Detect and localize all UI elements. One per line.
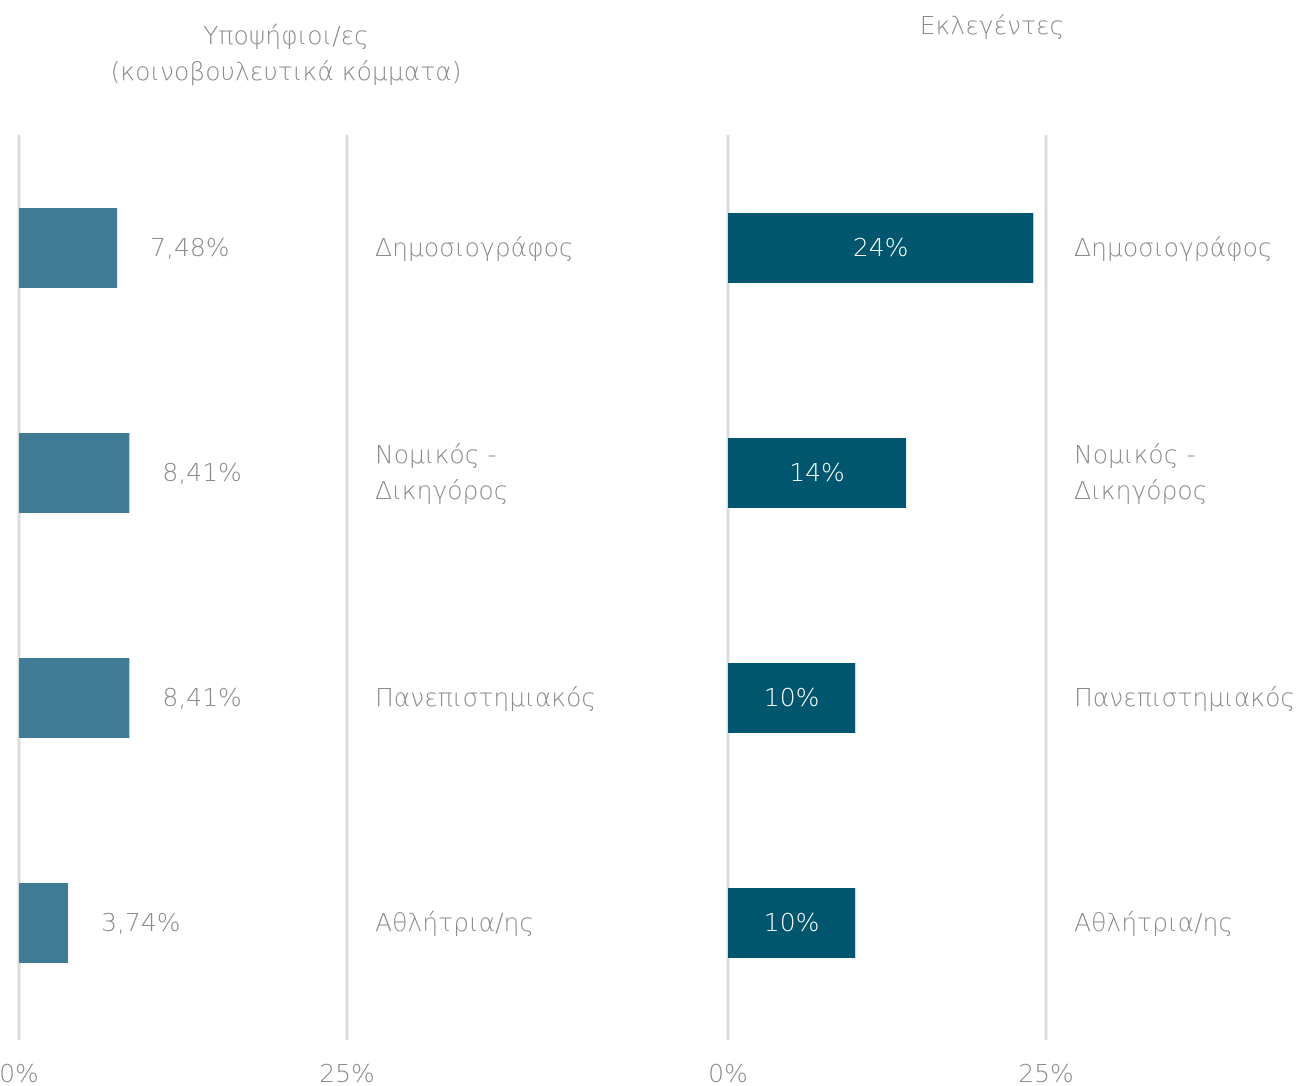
bar bbox=[728, 213, 1034, 283]
x-tick-label: 0% bbox=[708, 1059, 748, 1086]
data-label: 7,48% bbox=[150, 233, 230, 262]
chart-title: Εκλεγέντες bbox=[919, 11, 1065, 40]
data-label: 8,41% bbox=[162, 458, 242, 487]
category-label: Πανεπιστημιακός bbox=[375, 683, 597, 712]
x-tick-label: 25% bbox=[1018, 1059, 1074, 1086]
category-label: Πανεπιστημιακός bbox=[1074, 683, 1296, 712]
bar bbox=[728, 663, 856, 733]
category-label: Νομικός - Δικηγόρος bbox=[375, 440, 509, 505]
data-label: 10% bbox=[763, 683, 820, 712]
bar bbox=[19, 883, 69, 963]
data-label: 24% bbox=[852, 233, 909, 262]
bar bbox=[19, 658, 130, 738]
bar bbox=[728, 438, 907, 508]
x-tick-label: 25% bbox=[319, 1059, 375, 1086]
data-label: 8,41% bbox=[162, 683, 242, 712]
bar bbox=[728, 888, 856, 958]
category-label: Αθλήτρια/ης bbox=[1074, 908, 1234, 937]
bar bbox=[19, 433, 130, 513]
category-label: Δημοσιογράφος bbox=[375, 233, 574, 262]
x-tick-label: 0% bbox=[0, 1059, 39, 1086]
data-label: 14% bbox=[789, 458, 845, 487]
category-label: Δημοσιογράφος bbox=[1074, 233, 1273, 262]
category-label: Αθλήτρια/ης bbox=[375, 908, 535, 937]
chart-title: Υποψήφιοι/ες (κοινοβουλευτικά κόμματα) bbox=[110, 21, 462, 86]
data-label: 3,74% bbox=[101, 908, 181, 937]
data-label: 10% bbox=[763, 908, 820, 937]
category-label: Νομικός - Δικηγόρος bbox=[1074, 440, 1208, 505]
bar bbox=[19, 208, 118, 288]
